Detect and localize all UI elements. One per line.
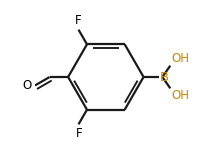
Text: OH: OH bbox=[171, 89, 189, 102]
Text: OH: OH bbox=[171, 52, 189, 65]
Text: O: O bbox=[23, 79, 32, 92]
Text: F: F bbox=[74, 14, 81, 27]
Text: F: F bbox=[76, 127, 83, 140]
Text: B: B bbox=[160, 71, 169, 83]
